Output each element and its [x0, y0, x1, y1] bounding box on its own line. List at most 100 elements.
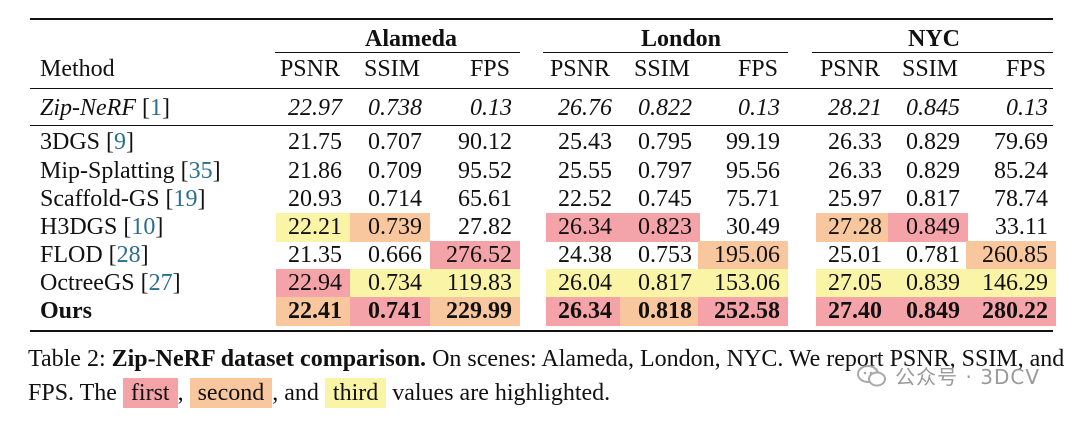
citation-number: 27 [148, 270, 173, 296]
method-label: H3DGS [40, 214, 118, 240]
table-cell: 22.41 [276, 297, 350, 326]
table-cell: 0.13 [738, 95, 780, 121]
table-cell: 0.797 [638, 158, 692, 184]
citation-number: 10 [131, 214, 156, 240]
top-rule [30, 18, 1053, 20]
table-cell: 27.40 [816, 297, 890, 326]
table-cell: 26.33 [828, 129, 882, 155]
table-cell: 65.61 [458, 186, 512, 212]
table-cell: 119.83 [430, 269, 520, 298]
table-cell: 25.55 [558, 158, 612, 184]
citation-number: 19 [173, 186, 198, 212]
citation: [35] [174, 158, 221, 184]
table-cell: 25.01 [828, 242, 882, 268]
table-cell: 0.741 [350, 297, 430, 326]
table-cell: 252.58 [698, 297, 788, 326]
table-cell: 260.85 [966, 241, 1056, 270]
table-cell: 21.35 [288, 242, 342, 268]
citation-number: 9 [114, 129, 127, 155]
method-label: Ours [40, 298, 93, 324]
table-row: Mip-Splatting [35] 21.86 0.709 95.52 25.55 0.… [0, 157, 1080, 186]
table-cell: 195.06 [698, 241, 788, 270]
watermark-text: 公众号 · 3DCV [895, 365, 1040, 389]
table-cell: 85.24 [994, 158, 1048, 184]
table-cell: 0.829 [906, 158, 960, 184]
table-cell: 0.666 [368, 242, 422, 268]
table-cell: 0.734 [350, 269, 430, 298]
caption-text: On scenes: Alameda, London, NYC. We repo… [28, 346, 1065, 406]
metric-header-fps: FPS [469, 56, 510, 82]
table-cell: 26.34 [546, 297, 620, 326]
metric-header-psnr: PSNR [819, 56, 880, 82]
table-cell: 153.06 [698, 269, 788, 298]
table-cell: 0.845 [906, 95, 960, 121]
wechat-icon [857, 364, 887, 386]
citation: [28] [102, 242, 149, 268]
method-label: Mip-Splatting [40, 158, 175, 184]
citation-number: 28 [116, 242, 141, 268]
method-label: FLOD [40, 242, 103, 268]
table-cell: 0.13 [470, 95, 512, 121]
method-label: Zip-NeRF [40, 95, 136, 121]
table-cell: 25.43 [558, 129, 612, 155]
table-row: 3DGS [9] 21.75 0.707 90.12 25.43 0.795 99.19 26… [0, 128, 1080, 157]
baseline-rule [30, 125, 1053, 127]
table-cell: 27.28 [816, 213, 890, 242]
citation: [27] [134, 270, 181, 296]
table-cell: 95.52 [458, 158, 512, 184]
table-cell: 0.753 [638, 242, 692, 268]
table-cell: 21.86 [288, 158, 342, 184]
method-label: Scaffold-GS [40, 186, 160, 212]
citation: [9] [100, 129, 135, 155]
table-cell: 26.33 [828, 158, 882, 184]
group-underline-alameda [275, 52, 520, 54]
citation: [10] [117, 214, 164, 240]
citation-number: 35 [188, 158, 213, 184]
table-cell: 95.56 [726, 158, 780, 184]
table-cell: 0.849 [888, 297, 968, 326]
method-name: Scaffold-GS [19] [40, 185, 206, 214]
metric-header-ssim: SSIM [901, 56, 958, 82]
table-row: Scaffold-GS [19] 20.93 0.714 65.61 22.52 0.74… [0, 185, 1080, 214]
table-cell: 0.745 [638, 186, 692, 212]
legend-third: third [324, 378, 387, 408]
method-name: Zip-NeRF [1] [40, 94, 170, 123]
table-cell: 0.839 [888, 269, 968, 298]
table-cell: 146.29 [966, 269, 1056, 298]
table-cell: 0.849 [888, 213, 968, 242]
group-header-london: London [640, 26, 722, 52]
bottom-rule [30, 330, 1053, 332]
table-cell: 0.13 [1006, 95, 1048, 121]
method-name: FLOD [28] [40, 241, 149, 270]
group-underline-nyc [812, 52, 1053, 54]
group-underline-london [543, 52, 788, 54]
table-cell: 0.714 [368, 186, 422, 212]
table-cell: 0.781 [906, 242, 960, 268]
table-cell: 90.12 [458, 129, 512, 155]
table-cell: 28.21 [828, 95, 882, 121]
table-cell: 276.52 [430, 241, 520, 270]
table-cell: 25.97 [828, 186, 882, 212]
table-row: OctreeGS [27] 22.94 0.734 119.83 26.04 0.817 1… [0, 269, 1080, 298]
table-cell: 22.52 [558, 186, 612, 212]
metric-header-fps: FPS [1005, 56, 1046, 82]
table-cell: 79.69 [994, 129, 1048, 155]
table-cell: 0.738 [368, 95, 422, 121]
table-cell: 27.82 [458, 214, 512, 240]
method-name: 3DGS [9] [40, 128, 134, 157]
caption-separator: , and [272, 380, 325, 406]
table-cell: 0.818 [620, 297, 700, 326]
caption-title: Zip-NeRF dataset comparison. [111, 346, 427, 372]
table-cell: 0.817 [620, 269, 700, 298]
table-row: FLOD [28] 21.35 0.666 276.52 24.38 0.753 195.0… [0, 241, 1080, 270]
method-name: Ours [40, 297, 92, 326]
table-row: H3DGS [10] 22.21 0.739 27.82 26.34 0.823 30.49… [0, 213, 1080, 242]
table-cell: 0.795 [638, 129, 692, 155]
method-name: Mip-Splatting [35] [40, 157, 221, 186]
legend-first: first [122, 378, 178, 408]
table-row: Ours 22.41 0.741 229.99 26.34 0.818 252.58 27.4… [0, 297, 1080, 326]
table-cell: 22.97 [288, 95, 342, 121]
table-cell: 99.19 [726, 129, 780, 155]
caption-separator: , [177, 380, 190, 406]
metric-header-fps: FPS [737, 56, 778, 82]
